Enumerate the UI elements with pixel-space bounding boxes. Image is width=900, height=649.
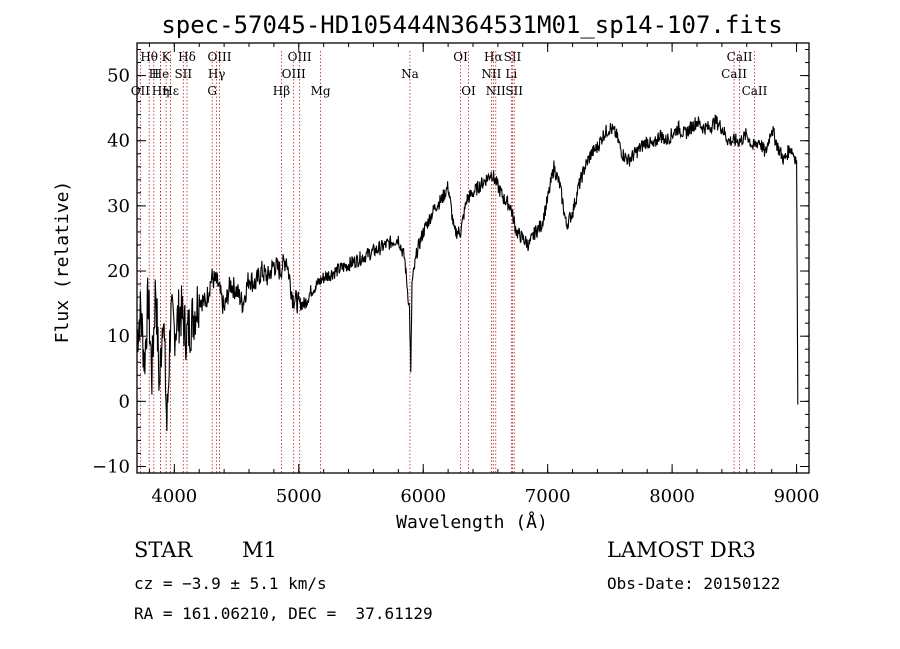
y-tick-label-20: 20 bbox=[107, 261, 130, 282]
line-label-15: NII bbox=[481, 67, 501, 81]
x-tick-label-9000: 9000 bbox=[774, 486, 820, 507]
line-label-27: CaII bbox=[742, 84, 768, 98]
y-tick-label-10: 10 bbox=[107, 326, 130, 347]
ra-dec-coordinates: RA = 161.06210, DEC = 37.61129 bbox=[134, 604, 433, 623]
line-label-13: OIII bbox=[282, 67, 306, 81]
line-label-2: Hδ bbox=[178, 50, 196, 64]
line-label-0: Hθ bbox=[140, 50, 158, 64]
line-label-6: Hα bbox=[484, 50, 503, 64]
y-axis-label: Flux (relative) bbox=[52, 181, 73, 344]
line-label-14: Na bbox=[401, 67, 419, 81]
line-label-5: OI bbox=[453, 50, 468, 64]
axis-ticks: 4000 5000 6000 7000 8000 9000 −10 0 10 20 30 40 50 bbox=[92, 43, 819, 507]
line-label-19: Hε bbox=[162, 84, 179, 98]
line-label-7: SII bbox=[504, 50, 522, 64]
chart-title: spec-57045-HD105444N364531M01_sp14-107.f… bbox=[161, 11, 782, 39]
line-label-11: SII bbox=[174, 67, 192, 81]
line-label-4: OIII bbox=[288, 50, 312, 64]
x-tick-label-8000: 8000 bbox=[649, 486, 695, 507]
line-label-12: Hγ bbox=[208, 67, 226, 81]
line-label-10: He bbox=[152, 67, 170, 81]
line-label-16: Li bbox=[505, 67, 517, 81]
line-label-1: K bbox=[162, 50, 172, 64]
line-label-8: CaII bbox=[727, 50, 753, 64]
y-tick-label-40: 40 bbox=[107, 131, 130, 152]
plot-frame bbox=[136, 42, 810, 474]
subclass: M1 bbox=[242, 538, 277, 562]
observation-date: Obs-Date: 20150122 bbox=[607, 574, 781, 593]
x-tick-label-4000: 4000 bbox=[151, 486, 197, 507]
spectrum-chart: spec-57045-HD105444N364531M01_sp14-107.f… bbox=[52, 11, 819, 533]
line-label-3: OIII bbox=[207, 50, 231, 64]
spectrum-line bbox=[136, 114, 799, 432]
x-axis-label: Wavelength (Å) bbox=[396, 511, 548, 533]
line-label-24: OI bbox=[461, 84, 476, 98]
line-label-22: Hβ bbox=[273, 84, 290, 98]
y-tick-label-30: 30 bbox=[107, 196, 130, 217]
line-label-25: NII bbox=[486, 84, 506, 98]
y-tick-label--10: −10 bbox=[92, 456, 130, 477]
spectrum-series bbox=[136, 114, 799, 432]
survey-name: LAMOST DR3 bbox=[607, 538, 756, 562]
line-label-21: G bbox=[207, 84, 217, 98]
line-label-20: Hη bbox=[152, 84, 170, 98]
x-tick-label-7000: 7000 bbox=[525, 486, 571, 507]
line-label-9: H bbox=[149, 67, 159, 81]
redshift-velocity: cz = −3.9 ± 5.1 km/s bbox=[134, 574, 327, 593]
line-label-23: Mg bbox=[311, 84, 331, 98]
object-type: STAR bbox=[134, 538, 193, 562]
y-tick-label-0: 0 bbox=[119, 391, 130, 412]
line-label-17: CaII bbox=[721, 67, 747, 81]
y-tick-label-50: 50 bbox=[107, 66, 130, 87]
x-tick-label-5000: 5000 bbox=[276, 486, 322, 507]
x-tick-label-6000: 6000 bbox=[400, 486, 446, 507]
line-label-18: OII bbox=[131, 84, 151, 98]
line-label-26: SII bbox=[505, 84, 523, 98]
